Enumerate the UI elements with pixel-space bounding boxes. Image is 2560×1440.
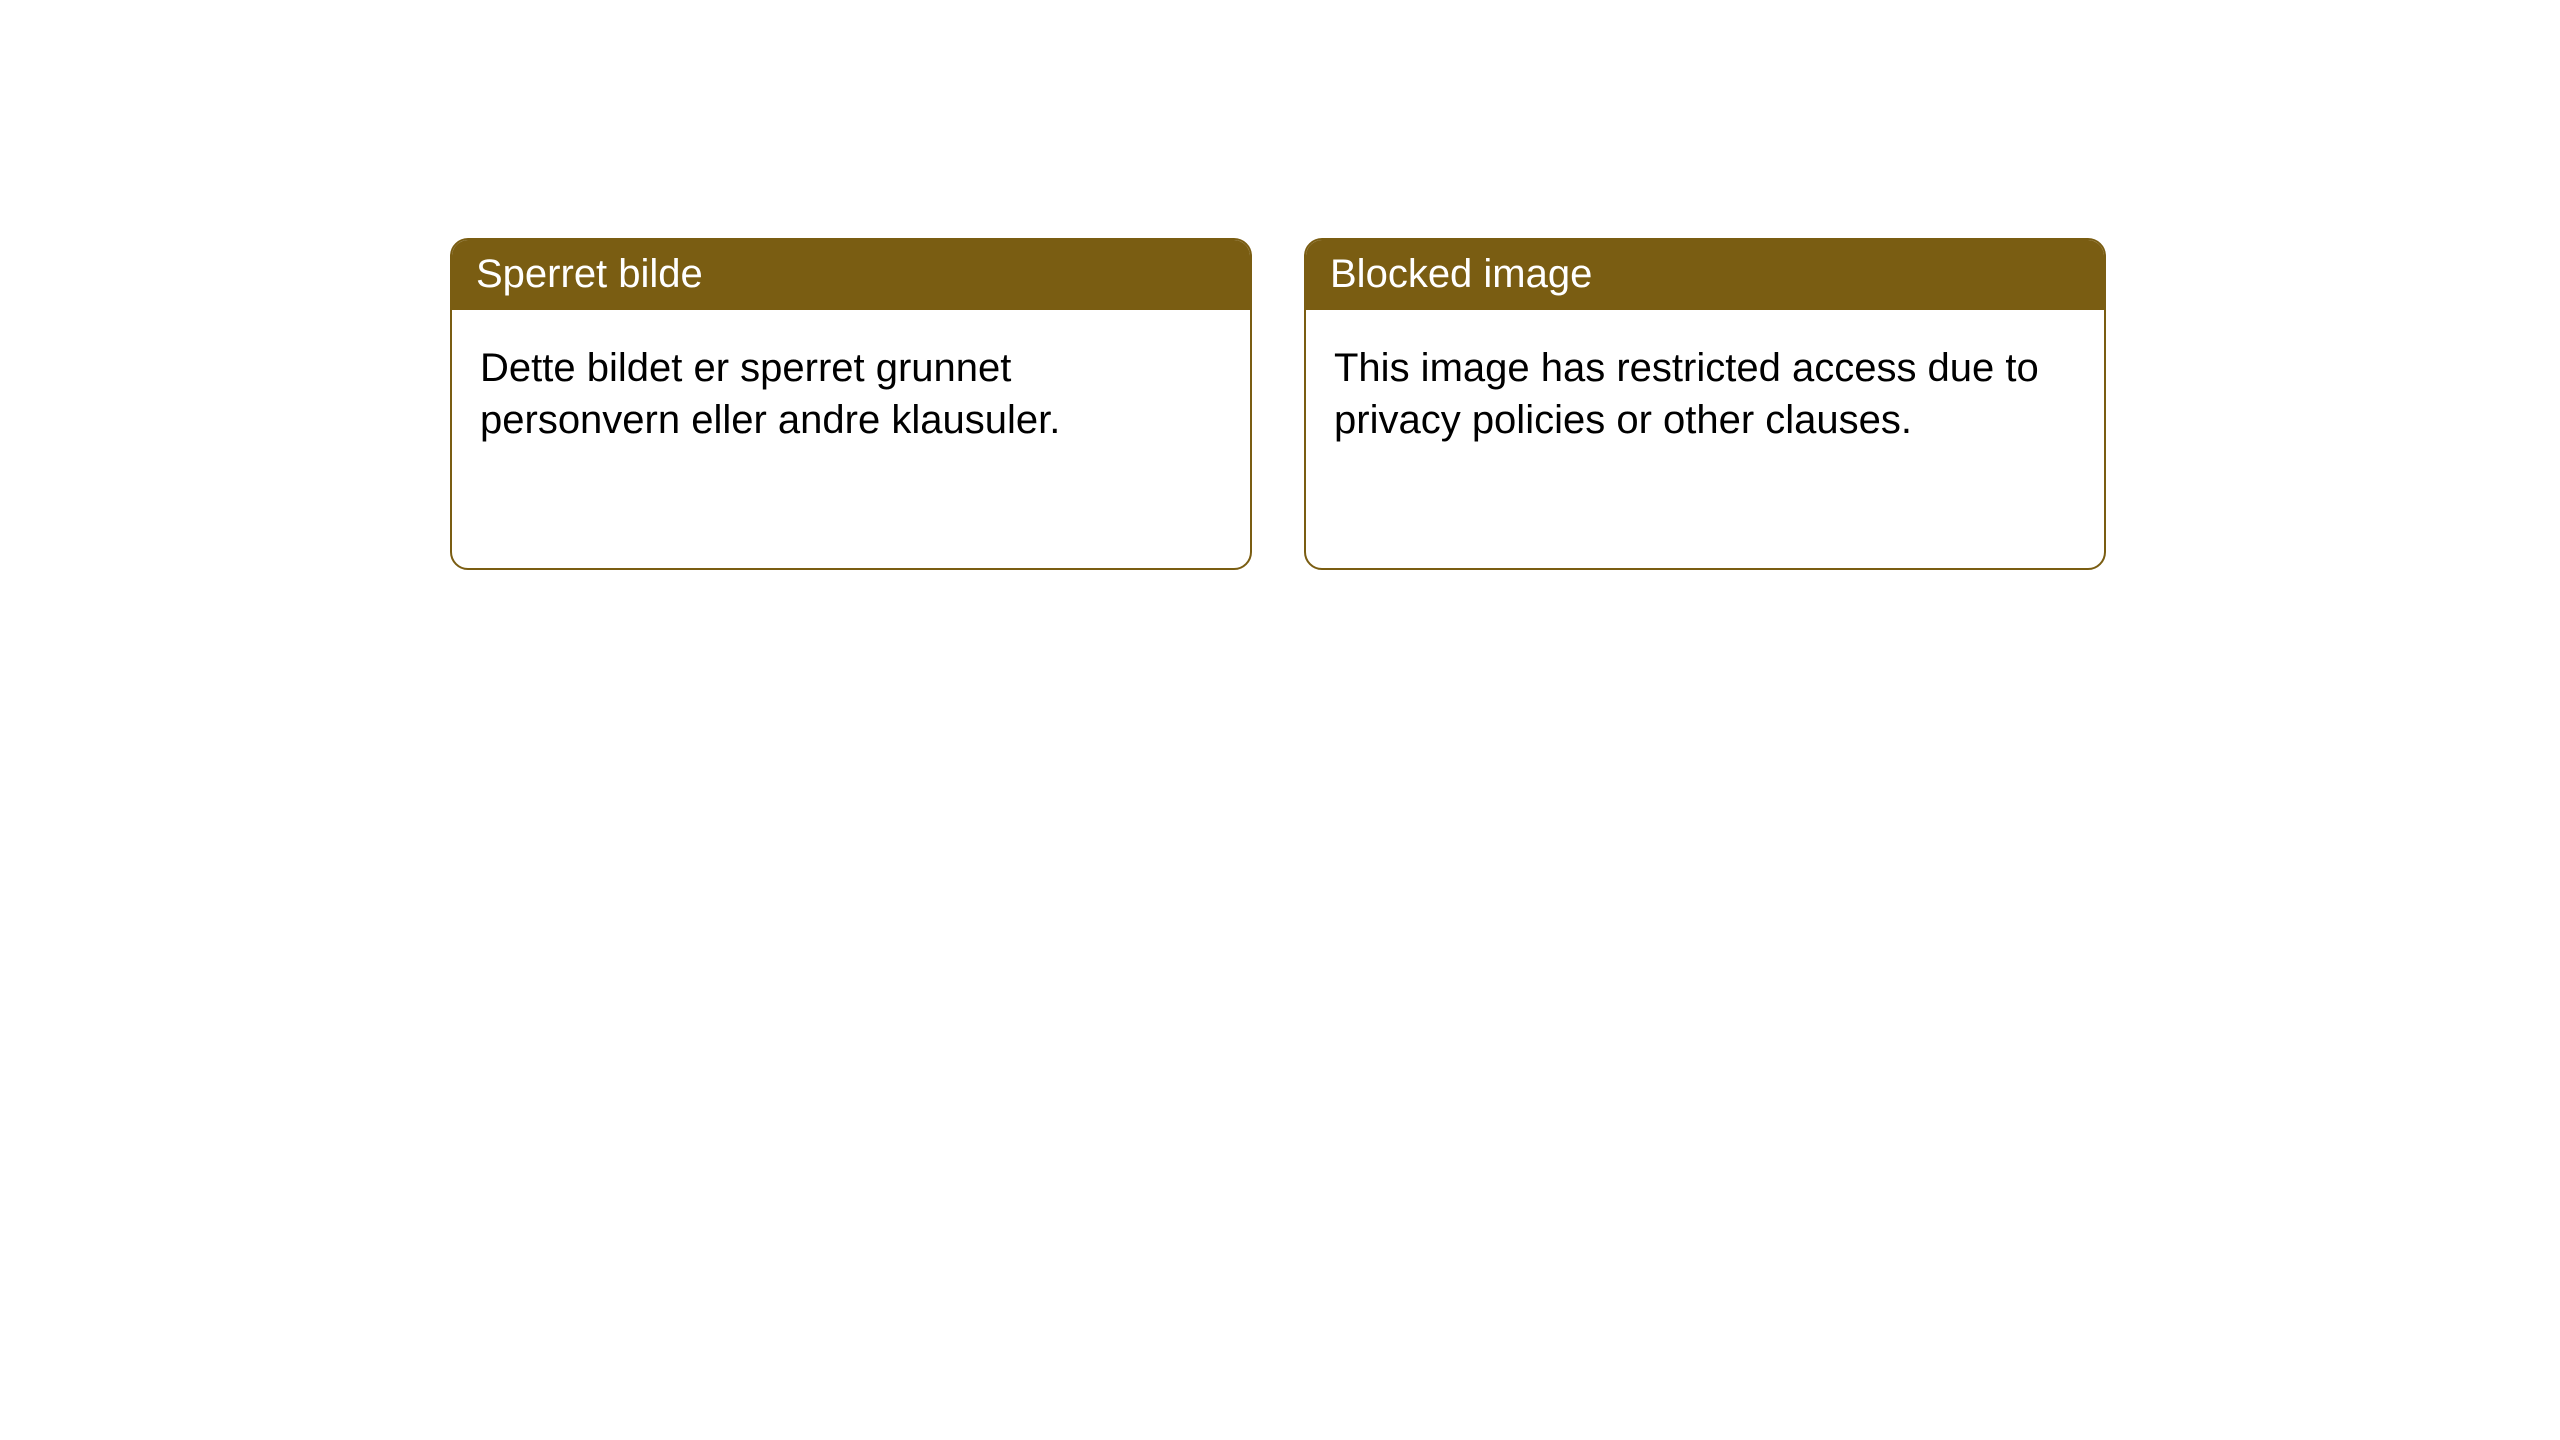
blocked-image-card-no: Sperret bilde Dette bildet er sperret gr… [450,238,1252,570]
cards-container: Sperret bilde Dette bildet er sperret gr… [0,0,2560,570]
card-title-no: Sperret bilde [476,252,703,296]
blocked-image-card-en: Blocked image This image has restricted … [1304,238,2106,570]
card-header-no: Sperret bilde [452,240,1250,310]
card-header-en: Blocked image [1306,240,2104,310]
card-body-en: This image has restricted access due to … [1306,310,2104,478]
card-message-no: Dette bildet er sperret grunnet personve… [480,346,1060,442]
card-body-no: Dette bildet er sperret grunnet personve… [452,310,1250,478]
card-title-en: Blocked image [1330,252,1592,296]
card-message-en: This image has restricted access due to … [1334,346,2039,442]
